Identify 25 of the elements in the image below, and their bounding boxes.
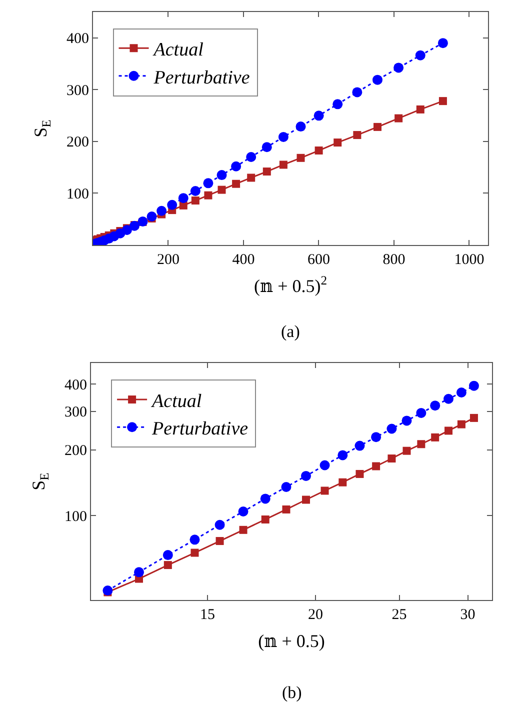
text: (a)	[281, 322, 300, 341]
legend-label: Perturbative	[151, 418, 248, 440]
y-tick-label: 200	[66, 134, 89, 151]
x-tick-label: 800	[382, 252, 406, 268]
y-tick-label: 100	[66, 186, 89, 202]
text: (b)	[282, 683, 302, 702]
legend-label: Perturbative	[152, 67, 250, 88]
x-tick-label: 1000	[454, 252, 484, 268]
x-tick-label: 400	[232, 252, 255, 268]
x-tick-label: 30	[460, 607, 476, 623]
y-tick-label: 400	[66, 31, 89, 48]
legend-label: Actual	[150, 390, 202, 412]
legend-label: Actual	[152, 40, 204, 61]
y-tick-label: 300	[66, 82, 89, 99]
x-axis-title: (𝕟 + 0.5)$^{2}$	[254, 274, 328, 296]
y-tick-label: 300	[64, 404, 87, 421]
y-tick-label: 100	[64, 508, 87, 525]
x-tick-label: 25	[392, 607, 407, 623]
y-tick-label: 200	[64, 443, 87, 460]
y-tick-label: 400	[64, 377, 87, 394]
x-tick-label: 600	[307, 252, 330, 268]
x-axis-title: (𝕟 + 0.5)	[258, 631, 325, 652]
x-tick-label: 200	[156, 252, 180, 268]
x-tick-label: 15	[200, 607, 215, 623]
x-tick-label: 20	[308, 607, 323, 623]
